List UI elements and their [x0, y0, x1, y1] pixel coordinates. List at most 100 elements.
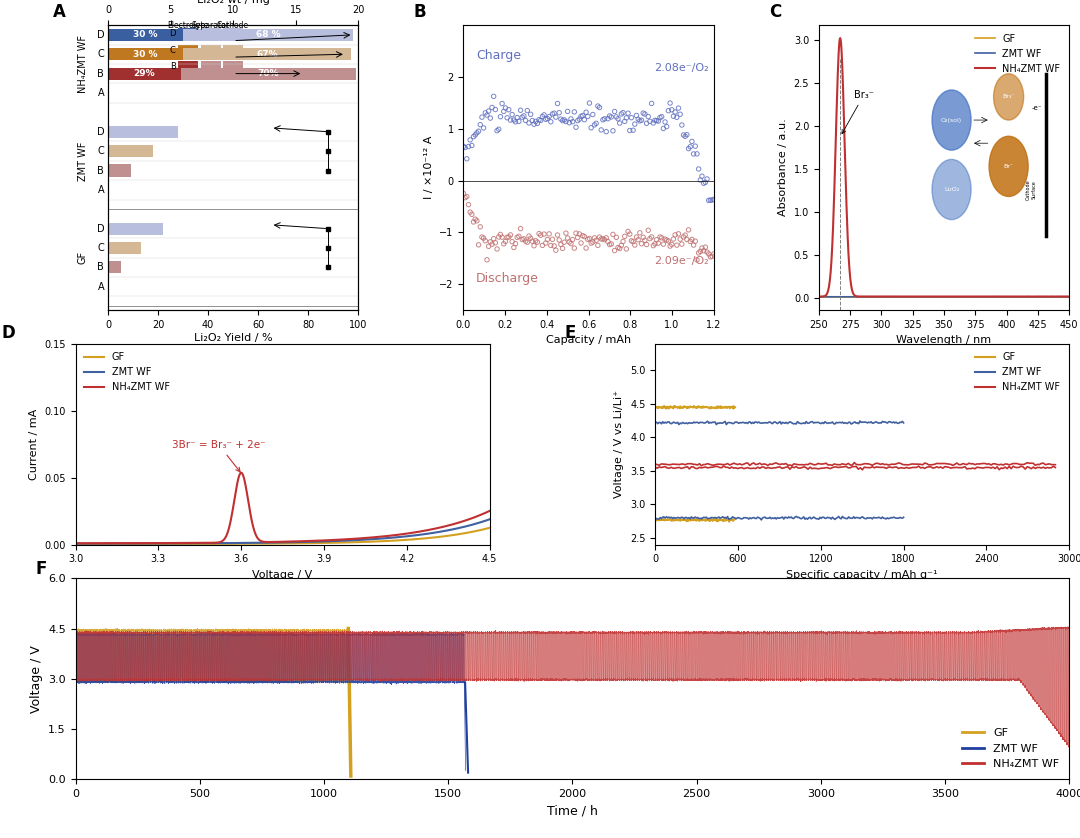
Point — [624, 235, 642, 248]
ZMT WF — [1063, 292, 1076, 302]
Point — [570, 227, 588, 241]
Point — [654, 237, 672, 251]
Point — [524, 114, 541, 127]
Point — [642, 232, 659, 246]
Point — [497, 101, 514, 115]
Point — [690, 163, 707, 176]
Bar — [108, 68, 180, 80]
Point — [693, 241, 711, 255]
Point — [633, 113, 650, 127]
Point — [581, 232, 598, 246]
NH₄ZMT WF — [392, 530, 405, 540]
Text: D: D — [96, 30, 105, 40]
Point — [469, 214, 486, 227]
Point — [681, 235, 699, 248]
Text: NH₄ZMT WF: NH₄ZMT WF — [78, 35, 87, 93]
Point — [460, 140, 477, 153]
Point — [612, 107, 630, 121]
Point — [611, 116, 629, 130]
Text: 29%: 29% — [134, 69, 156, 78]
Text: A: A — [97, 282, 105, 292]
Point — [578, 241, 595, 255]
Point — [618, 242, 635, 256]
GF — [926, 292, 939, 302]
Point — [596, 112, 613, 126]
Point — [623, 234, 640, 247]
Point — [579, 110, 596, 123]
Point — [680, 142, 698, 155]
Text: B: B — [414, 3, 426, 21]
NH₄ZMT WF — [948, 292, 961, 302]
Point — [618, 111, 635, 125]
ZMT WF — [252, 538, 265, 548]
Text: ZMT WF: ZMT WF — [78, 141, 87, 180]
NH₄ZMT WF — [877, 292, 890, 302]
Point — [653, 231, 671, 245]
Point — [563, 237, 580, 251]
ZMT WF — [392, 532, 405, 542]
Point — [514, 111, 531, 124]
Point — [570, 112, 588, 126]
Text: D: D — [170, 29, 176, 39]
Point — [507, 237, 524, 251]
Point — [681, 140, 699, 153]
ZMT WF — [877, 292, 890, 302]
Point — [485, 90, 502, 103]
ZMT WF — [353, 535, 366, 545]
Point — [557, 115, 575, 128]
Point — [536, 108, 553, 122]
Point — [467, 213, 484, 226]
Bar — [108, 28, 184, 41]
Point — [455, 140, 472, 153]
Point — [475, 231, 492, 245]
Point — [567, 121, 584, 134]
X-axis label: Wavelength / nm: Wavelength / nm — [896, 335, 991, 345]
Point — [566, 241, 583, 255]
Bar — [180, 68, 355, 80]
NH₄ZMT WF — [812, 292, 825, 302]
Point — [507, 115, 524, 128]
GF — [111, 539, 124, 549]
Point — [645, 239, 662, 252]
Text: 30 %: 30 % — [133, 30, 158, 39]
Point — [549, 97, 566, 111]
Point — [702, 250, 719, 263]
ZMT WF — [960, 292, 973, 302]
NH₄ZMT WF — [400, 529, 413, 539]
Point — [690, 246, 707, 260]
Point — [645, 116, 662, 130]
Point — [503, 235, 521, 248]
Point — [476, 106, 494, 120]
Point — [487, 236, 504, 250]
Point — [487, 103, 504, 116]
X-axis label: Li₂O₂ wt / mg: Li₂O₂ wt / mg — [197, 0, 270, 5]
Point — [696, 244, 713, 257]
Point — [455, 187, 472, 200]
Point — [557, 226, 575, 240]
Text: 2.09e⁻/O₂: 2.09e⁻/O₂ — [654, 256, 708, 266]
Text: Discharge: Discharge — [476, 272, 539, 285]
Point — [651, 230, 669, 244]
Point — [480, 104, 497, 117]
Point — [636, 234, 653, 247]
Point — [591, 101, 608, 114]
GF — [1002, 292, 1015, 302]
Point — [600, 238, 618, 251]
Point — [515, 232, 532, 246]
ZMT WF — [981, 292, 994, 302]
Point — [646, 114, 663, 127]
Point — [666, 228, 684, 241]
Point — [514, 233, 531, 246]
Point — [675, 230, 692, 244]
Point — [703, 194, 720, 207]
Point — [605, 124, 622, 137]
ZMT WF — [483, 515, 496, 525]
Point — [670, 101, 687, 115]
Point — [702, 194, 719, 207]
Bar — [108, 49, 184, 60]
Point — [626, 117, 644, 131]
Point — [676, 229, 693, 242]
Point — [544, 233, 562, 246]
Point — [631, 114, 648, 127]
Point — [626, 238, 644, 251]
